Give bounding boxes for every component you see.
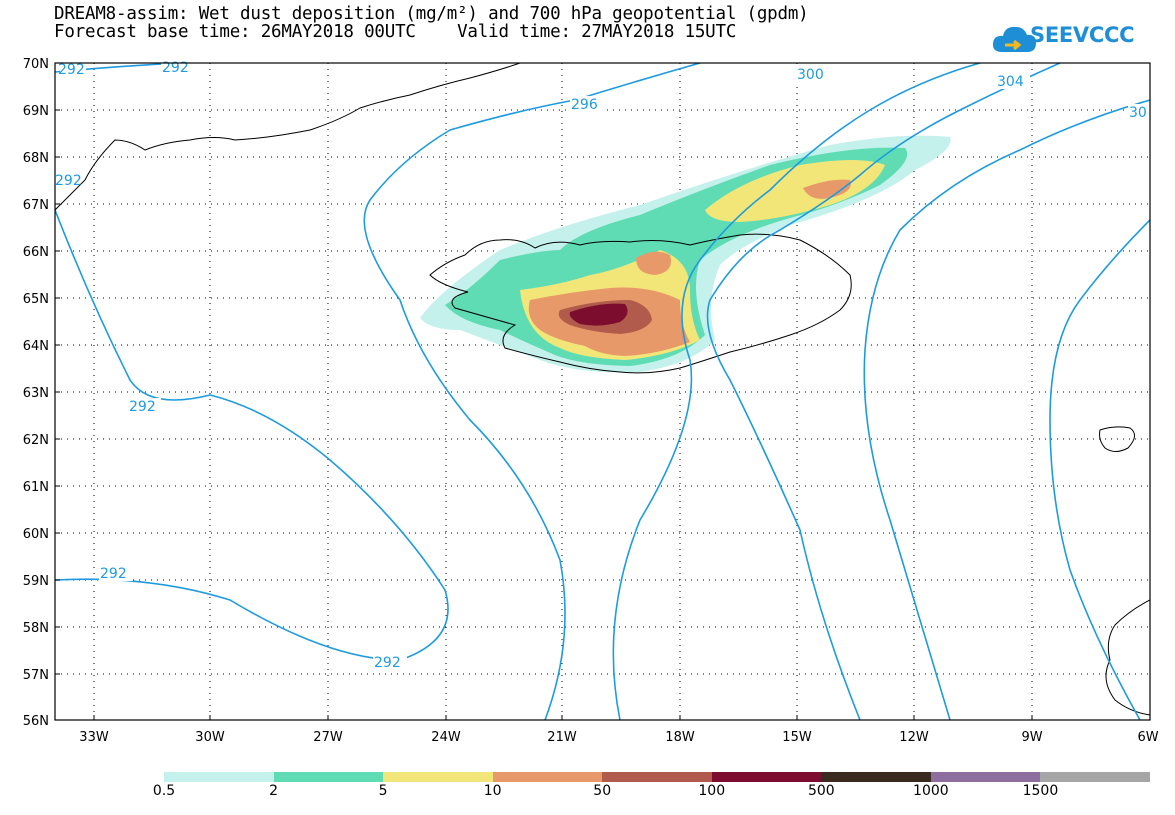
lon-label: 27W	[313, 730, 343, 745]
iceland-coastline	[429, 233, 852, 374]
greenland-coastline	[55, 63, 521, 211]
contour-label: 292	[129, 399, 156, 415]
contour-label: 292	[58, 62, 85, 78]
lat-label: 66N	[23, 245, 49, 260]
legend-swatch	[821, 772, 932, 782]
lat-label: 67N	[23, 198, 49, 213]
faroe-coastline	[1099, 426, 1135, 452]
lat-label: 58N	[23, 621, 49, 636]
legend-label: 50	[593, 783, 612, 799]
lat-label: 60N	[23, 527, 49, 542]
lat-label: 57N	[23, 668, 49, 683]
graticule	[55, 63, 1150, 720]
logo-text: SEEVCCC	[1030, 23, 1135, 47]
legend-label: 5	[378, 783, 388, 799]
dust-level-100	[569, 303, 628, 326]
contour-label: 292	[100, 566, 127, 582]
lat-label: 64N	[23, 339, 49, 354]
lat-label: 68N	[23, 151, 49, 166]
lat-label: 56N	[23, 714, 49, 729]
legend-label: 500	[807, 783, 835, 799]
lat-label: 59N	[23, 574, 49, 589]
contour-label: 304	[997, 74, 1024, 90]
contour-304	[706, 63, 1061, 720]
legend-label: 0.5	[152, 783, 176, 799]
dust-level-10-c	[636, 251, 671, 275]
contour-label: 292	[374, 655, 401, 671]
scotland-coastline	[1105, 599, 1150, 716]
map-title: DREAM8-assim: Wet dust deposition (mg/m²…	[54, 4, 809, 24]
lat-label: 70N	[23, 57, 49, 72]
coastlines	[55, 63, 1150, 716]
contour-label: 300	[797, 67, 824, 83]
legend-swatch	[164, 772, 275, 782]
map-subtitle-times: Forecast base time: 26MAY2018 00UTC Vali…	[54, 22, 737, 42]
contour-label: 30	[1129, 105, 1147, 121]
contour-296	[363, 63, 701, 720]
legend-swatch	[930, 772, 1041, 782]
longitude-axis: 33W 30W 27W 24W 21W 18W 15W 12W 9W 6W	[79, 715, 1159, 745]
geopotential-contours	[55, 63, 1150, 720]
dust-level-10-b	[803, 179, 851, 199]
contour-300	[612, 63, 981, 720]
lon-label: 6W	[1137, 730, 1158, 745]
legend-swatch	[711, 772, 822, 782]
lon-label: 9W	[1021, 730, 1042, 745]
contour-labels: 292 292 292 296 300 304 292 292 292 30	[55, 60, 1150, 671]
cloud-icon	[992, 26, 1036, 52]
contour-312	[1049, 219, 1150, 720]
legend-swatch	[492, 772, 603, 782]
latitude-axis: 70N 69N 68N 67N 66N 65N 64N 63N 62N 61N …	[23, 57, 60, 729]
lon-label: 21W	[547, 730, 577, 745]
lat-label: 69N	[23, 104, 49, 119]
lon-label: 24W	[431, 730, 461, 745]
legend-swatch	[383, 772, 494, 782]
legend-label: 100	[698, 783, 726, 799]
contour-label: 292	[55, 173, 82, 189]
lon-label: 15W	[782, 730, 812, 745]
contour-308	[863, 99, 1150, 720]
lon-label: 12W	[899, 730, 929, 745]
contour-label: 296	[571, 97, 598, 113]
lon-label: 33W	[79, 730, 109, 745]
lat-label: 62N	[23, 433, 49, 448]
legend-label: 1000	[913, 783, 949, 799]
color-legend	[164, 772, 1151, 782]
legend-swatch	[273, 772, 384, 782]
contour-label: 292	[162, 60, 189, 76]
legend-label: 1500	[1022, 783, 1059, 799]
lat-label: 61N	[23, 480, 49, 495]
lon-label: 30W	[195, 730, 225, 745]
dust-deposition-field	[420, 135, 951, 373]
lat-label: 63N	[23, 386, 49, 401]
legend-swatch	[1040, 772, 1151, 782]
legend-label: 10	[483, 783, 502, 799]
lon-label: 18W	[665, 730, 695, 745]
lat-label: 65N	[23, 292, 49, 307]
legend-swatch	[602, 772, 713, 782]
legend-label: 2	[269, 783, 279, 799]
contour-292-west	[55, 209, 449, 661]
